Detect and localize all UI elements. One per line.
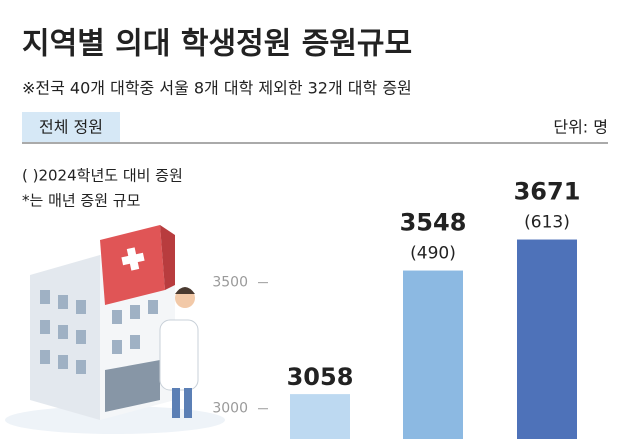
y-tick-label: 3500 [212, 275, 248, 291]
value-label: 3671 [514, 178, 581, 206]
increase-label: (613) [524, 213, 570, 233]
y-tick-label: 3000 [212, 401, 248, 417]
hospital-illustration [5, 225, 225, 434]
bar [403, 270, 463, 439]
increase-label: (490) [410, 244, 456, 264]
bar [290, 394, 350, 439]
tag: 전체 정원 [39, 118, 103, 137]
note: *는 매년 증원 규모 [22, 192, 141, 210]
chart-subtitle: ※전국 40개 대학중 서울 8개 대학 제외한 32개 대학 증원 [22, 79, 412, 98]
bar [517, 239, 577, 439]
unit: 단위: 명 [553, 118, 608, 137]
value-label: 3548 [400, 209, 467, 237]
value-label: 3058 [287, 363, 354, 391]
note: ( )2024학년도 대비 증원 [22, 167, 183, 185]
tag-box [22, 112, 120, 142]
chart-title: 지역별 의대 학생정원 증원규모 [22, 27, 412, 62]
